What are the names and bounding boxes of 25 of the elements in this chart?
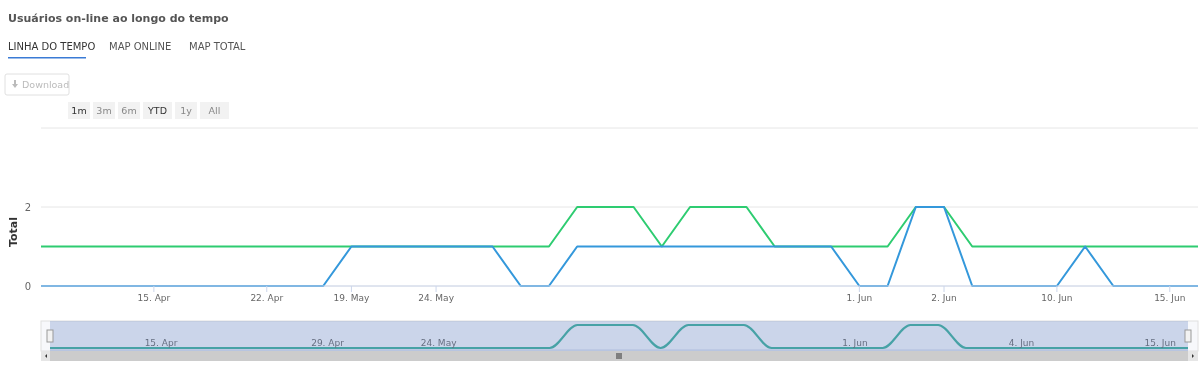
x-tick-label: 15. Jun	[1154, 293, 1186, 303]
x-tick-label: 10. Jun	[1041, 293, 1073, 303]
x-tick-label: 15. Apr	[137, 293, 171, 303]
x-tick-label: 24. May	[418, 293, 455, 303]
chart-title: Usuários on-line ao longo do tempo	[8, 12, 230, 25]
text: LINHA DO TEMPO	[8, 41, 96, 52]
y-tick-label: 2	[24, 202, 31, 213]
x-tick-label: 4. Jun	[1008, 338, 1035, 348]
x-tick-label: 24. May	[420, 338, 458, 348]
text: MAP TOTAL	[189, 41, 246, 52]
text: YTD	[147, 105, 167, 116]
x-tick-label: 1. Jun	[842, 338, 868, 348]
text: Download	[22, 79, 70, 90]
x-tick-label: 1. Jun	[846, 293, 873, 303]
text: MAP ONLINE	[109, 41, 172, 52]
text: All	[208, 105, 221, 116]
y-axis-title: Total	[7, 216, 20, 247]
x-tick-label: 15. Apr	[144, 338, 178, 348]
x-tick-label: 29. Apr	[311, 338, 345, 348]
y-tick-label: 0	[24, 281, 31, 292]
text: 1y	[180, 105, 193, 116]
x-tick-label: 2. Jun	[931, 293, 957, 303]
x-tick-label: 15. Jun	[1144, 338, 1176, 348]
x-tick-label: 19. May	[333, 293, 370, 303]
x-tick-label: 22. Apr	[250, 293, 284, 303]
